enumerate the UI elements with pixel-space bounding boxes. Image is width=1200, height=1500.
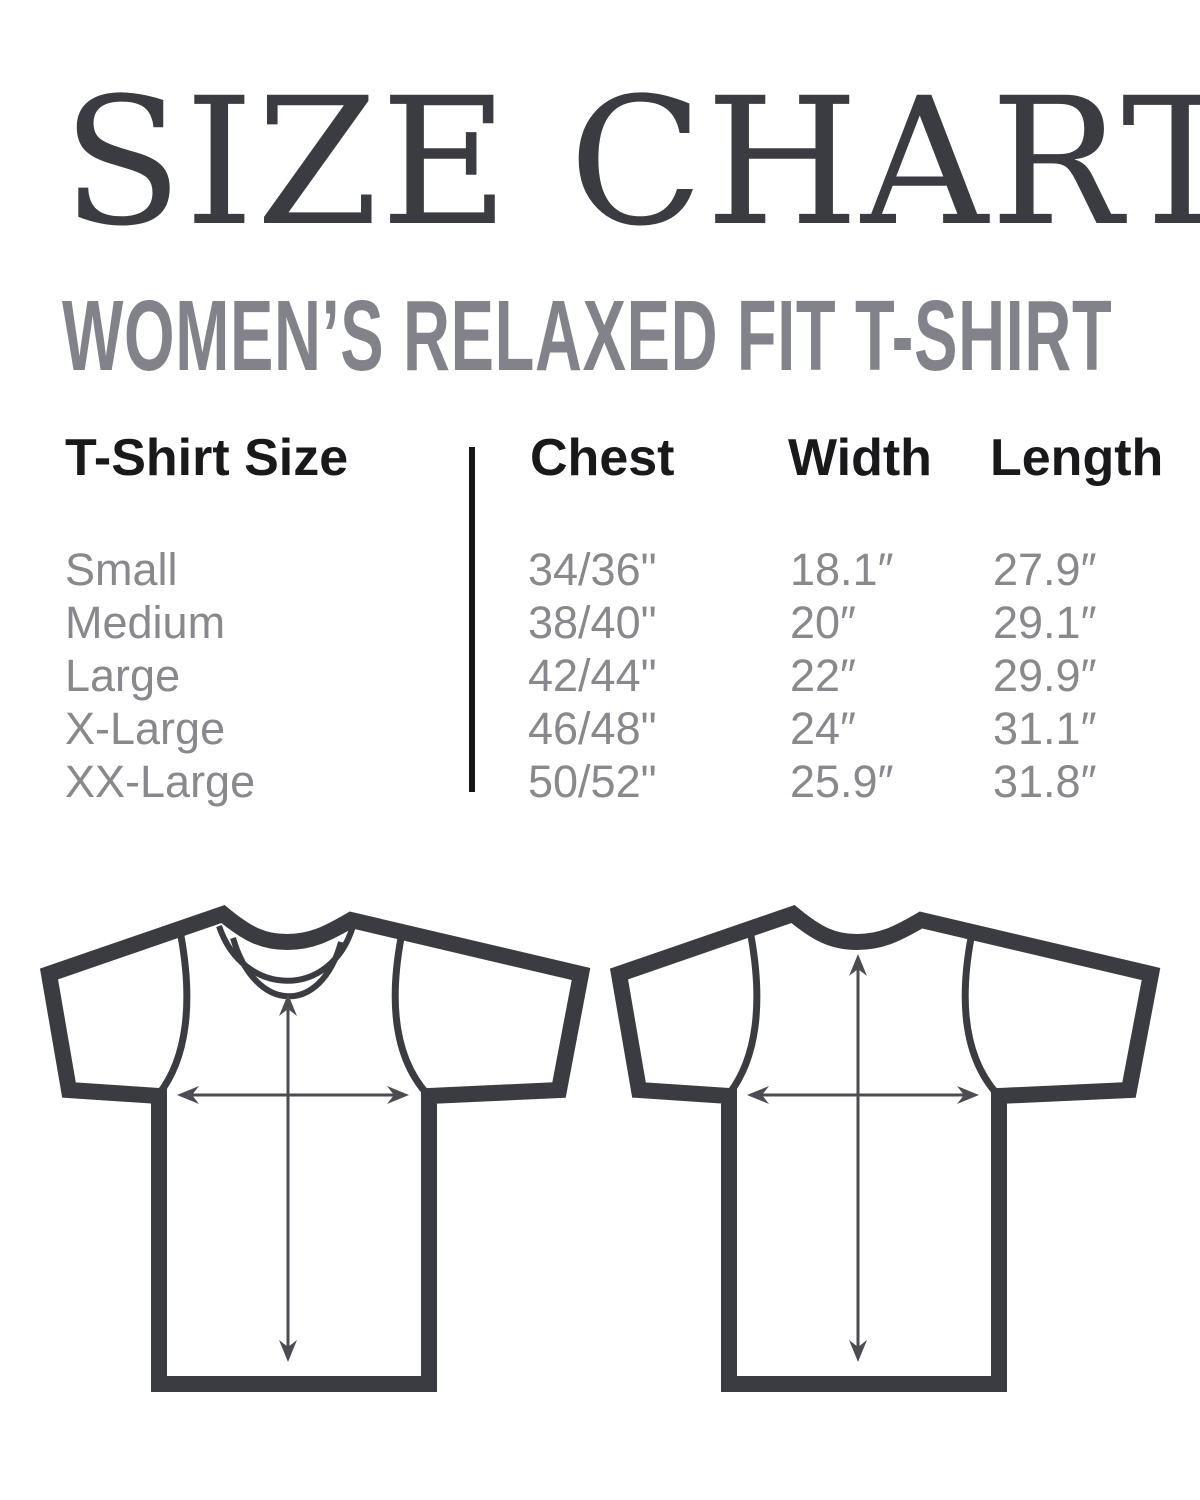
length-cell: 31.1″ (993, 703, 1097, 754)
size-cell: XX-Large (65, 756, 256, 807)
length-cell: 31.8″ (993, 756, 1097, 807)
size-cell: Medium (65, 597, 226, 648)
width-cell: 24″ (790, 703, 856, 754)
table-row: Large 42/44" 22″ 29.9″ (0, 649, 1200, 702)
width-cell: 18.1″ (790, 544, 894, 595)
column-header-width: Width (788, 429, 932, 487)
column-header-length: Length (990, 429, 1164, 487)
width-arrow (747, 1086, 979, 1104)
table-row: Medium 38/40" 20″ 29.1″ (0, 596, 1200, 649)
column-header-size: T-Shirt Size (65, 429, 349, 487)
sleeve-seam-left (726, 935, 761, 1097)
sleeve-seam-right (391, 937, 430, 1097)
size-cell: Small (65, 544, 178, 595)
size-cell: Large (65, 650, 181, 701)
sleeve-seam-left (156, 935, 191, 1097)
page-subtitle: WOMEN’S RELAXED FIT T-SHIRT (62, 280, 1113, 392)
chest-cell: 46/48" (528, 703, 657, 754)
tshirt-outline (609, 904, 1161, 1392)
sleeve-seam-right (961, 937, 1000, 1097)
length-cell: 27.9″ (993, 544, 1097, 595)
chest-cell: 34/36" (528, 544, 657, 595)
width-cell: 22″ (790, 650, 856, 701)
tshirt-back-diagram (609, 904, 1161, 1392)
chest-cell: 42/44" (528, 650, 657, 701)
table-divider (469, 447, 475, 792)
width-arrow (177, 1086, 409, 1104)
table-row: XX-Large 50/52" 25.9″ 31.8″ (0, 755, 1200, 808)
table-row: X-Large 46/48" 24″ 31.1″ (0, 702, 1200, 755)
length-arrow (279, 994, 297, 1362)
size-cell: X-Large (65, 703, 226, 754)
tshirt-front-diagram (39, 904, 591, 1392)
width-cell: 25.9″ (790, 756, 894, 807)
collar-outer-arc (216, 925, 356, 984)
length-cell: 29.1″ (993, 597, 1097, 648)
table-row: Small 34/36" 18.1″ 27.9″ (0, 543, 1200, 596)
length-arrow (849, 954, 867, 1362)
chest-cell: 50/52" (528, 756, 657, 807)
page-title: SIZE CHART (62, 60, 1200, 265)
width-cell: 20″ (790, 597, 856, 648)
column-header-chest: Chest (530, 429, 675, 487)
length-cell: 29.9″ (993, 650, 1097, 701)
chest-cell: 38/40" (528, 597, 657, 648)
